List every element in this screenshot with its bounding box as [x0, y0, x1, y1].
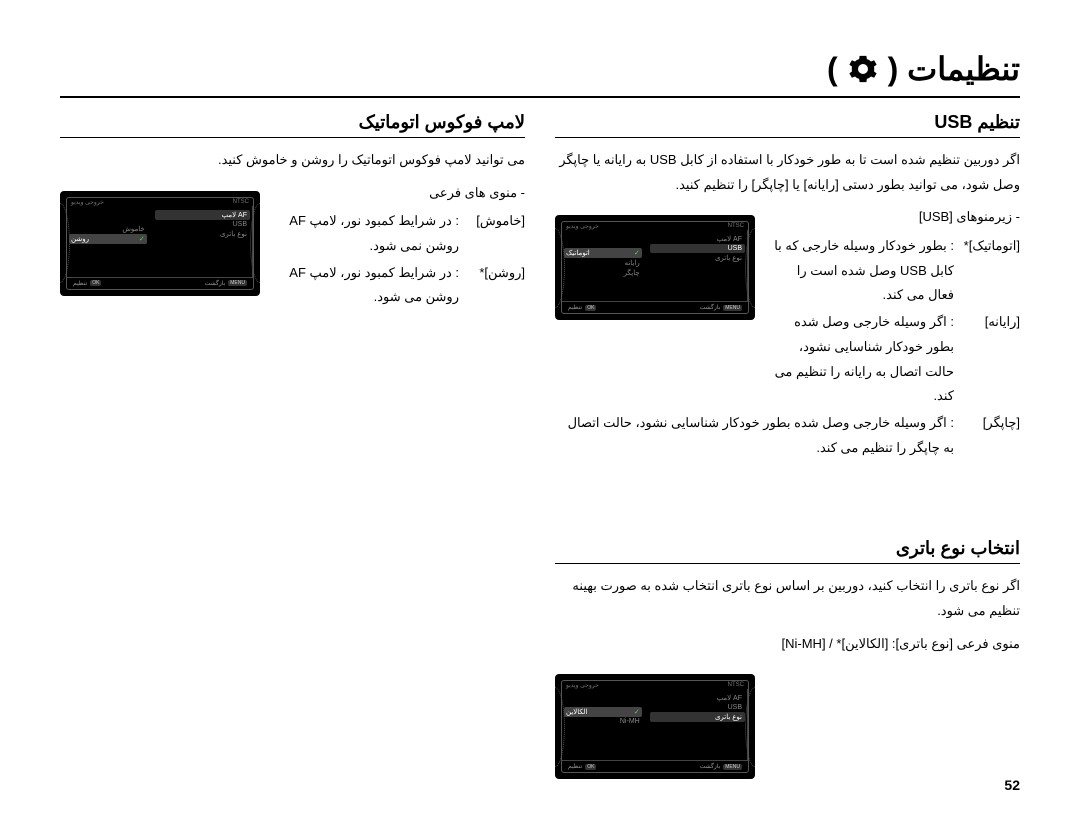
af-off-row: [خاموش] : در شرایط کمبود نور، لامپ AF رو…	[274, 209, 525, 258]
af-lamp-intro: می توانید لامپ فوکوس اتوماتیک را روشن و …	[60, 148, 525, 173]
ss2-opt-1: رایانه	[564, 258, 642, 268]
ss1-opt-1: ✓روشن	[69, 234, 147, 244]
ss2-header-left: خروجی ویدیو	[566, 223, 599, 230]
ss2-opt-0: ✓اتوماتیک	[564, 248, 642, 258]
usb-auto-desc: : بطور خودکار وسیله خارجی که با کابل USB…	[769, 234, 954, 308]
af-on-label: [روشن]*	[465, 261, 525, 310]
ss2-list-2: نوع باتری	[650, 253, 745, 263]
usb-printer-label: [چاپگر]	[960, 411, 1020, 460]
ss1-list-0: لامپ AF	[155, 210, 250, 220]
af-lamp-heading: لامپ فوکوس اتوماتیک	[60, 112, 525, 138]
ss3-list-1: USB	[650, 703, 745, 712]
af-off-desc: : در شرایط کمبود نور، لامپ AF روشن نمی ش…	[274, 209, 459, 258]
ss1-header-right: NTSC	[233, 199, 249, 206]
af-off-label: [خاموش]	[465, 209, 525, 258]
ss2-header-right: NTSC	[728, 223, 744, 230]
ss2-list-1: USB	[650, 244, 745, 253]
ss1-header-left: خروجی ویدیو	[71, 199, 104, 206]
ss3-header-left: خروجی ویدیو	[566, 682, 599, 689]
af-lamp-screenshot: خروجی ویدیو NTSC لامپ AF USB نوع باتری خ…	[60, 191, 260, 296]
ss1-opt-0: خاموش	[69, 224, 147, 234]
usb-auto-row: [اتوماتیک]* : بطور خودکار وسیله خارجی که…	[769, 234, 1020, 308]
ss1-list-2: نوع باتری	[155, 229, 250, 239]
usb-printer-row: [چاپگر] : اگر وسیله خارجی وصل شده بطور خ…	[555, 411, 1020, 460]
af-on-desc: : در شرایط کمبود نور، لامپ AF روشن می شو…	[274, 261, 459, 310]
ss2-opt-2: چاپگر	[564, 268, 642, 278]
left-column: تنظیم USB اگر دوربین تنظیم شده است تا به…	[555, 106, 1020, 793]
ss3-opt-0: ✓الکالاین	[564, 707, 642, 717]
usb-auto-label: [اتوماتیک]*	[960, 234, 1020, 308]
af-on-row: [روشن]* : در شرایط کمبود نور، لامپ AF رو…	[274, 261, 525, 310]
ss2-list-0: لامپ AF	[650, 234, 745, 244]
battery-submenu: منوی فرعی [نوع باتری]: [الکالاین]* / [Ni…	[555, 632, 1020, 657]
ss1-list-1: USB	[155, 220, 250, 229]
usb-screenshot: خروجی ویدیو NTSC لامپ AF USB نوع باتری ✓…	[555, 215, 755, 320]
page-number: 52	[1004, 777, 1020, 793]
usb-intro: اگر دوربین تنظیم شده است تا به طور خودکا…	[555, 148, 1020, 197]
usb-heading: تنظیم USB	[555, 112, 1020, 138]
ss3-list-2: نوع باتری	[650, 712, 745, 722]
battery-screenshot: خروجی ویدیو NTSC لامپ AF USB نوع باتری ✓…	[555, 674, 755, 779]
title-close: )	[827, 51, 838, 88]
usb-computer-row: [رایانه] : اگر وسیله خارجی وصل شده بطور …	[769, 310, 1020, 409]
battery-intro: اگر نوع باتری را انتخاب کنید، دوربین بر …	[555, 574, 1020, 623]
battery-heading: انتخاب نوع باتری	[555, 538, 1020, 564]
ss3-list-0: لامپ AF	[650, 693, 745, 703]
gear-icon	[848, 54, 878, 84]
right-column: لامپ فوکوس اتوماتیک می توانید لامپ فوکوس…	[60, 106, 525, 793]
ss3-opt-1: Ni-MH	[564, 717, 642, 726]
ss3-header-right: NTSC	[728, 682, 744, 689]
usb-printer-desc: : اگر وسیله خارجی وصل شده بطور خودکار شن…	[555, 411, 954, 460]
usb-computer-label: [رایانه]	[960, 310, 1020, 409]
title-text: تنظیمات (	[888, 50, 1020, 88]
page-title: تنظیمات ( )	[60, 50, 1020, 98]
usb-computer-desc: : اگر وسیله خارجی وصل شده بطور خودکار شن…	[769, 310, 954, 409]
